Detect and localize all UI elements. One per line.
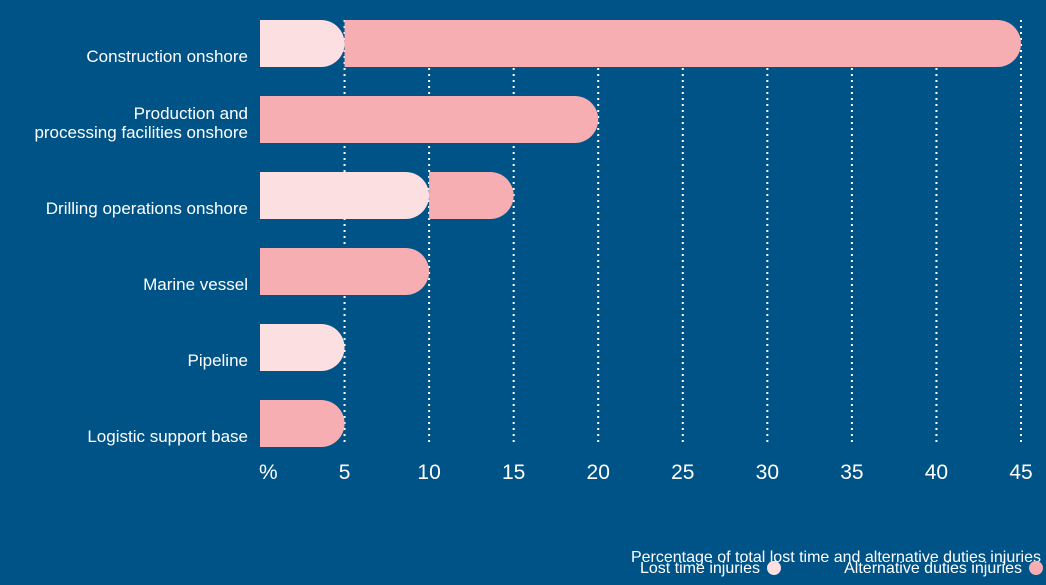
bar-alternative-duties-injuries-marine-vessel [260, 248, 430, 295]
bar-lost-time-injuries-pipeline [260, 324, 345, 371]
x-tick-label: 10 [417, 461, 440, 484]
x-tick-label: 35 [840, 461, 863, 484]
x-axis-title: Percentage of total lost time and altern… [631, 549, 1041, 566]
legend-swatch-alternative-duties [1029, 561, 1043, 575]
category-labels: Construction onshore Production andproces… [34, 47, 248, 446]
x-tick-label: % [259, 461, 278, 484]
x-tick-label: 25 [671, 461, 694, 484]
category-label: processing facilities onshore [34, 123, 248, 142]
gridlines [343, 20, 1022, 442]
category-label: Production and [134, 104, 248, 123]
x-tick-label: 15 [502, 461, 525, 484]
x-tick-label: 20 [587, 461, 610, 484]
category-label: Marine vessel [143, 275, 248, 294]
bar-lost-time-injuries-construction-onshore [260, 20, 345, 67]
legend-label-lost-time: Lost time injuries [640, 560, 760, 577]
category-label: Drilling operations onshore [46, 199, 248, 218]
legend-swatch-lost-time [767, 561, 781, 575]
x-tick-label: 40 [925, 461, 948, 484]
bar-alternative-duties-injuries-drilling-operations-onshore [429, 172, 514, 219]
bar-alternative-duties-injuries-logistic-support-base [260, 400, 345, 447]
category-label: Construction onshore [86, 47, 248, 66]
bar-alternative-duties-injuries-construction-onshore [344, 20, 1021, 67]
x-tick-label: 5 [339, 461, 351, 484]
legend: Lost time injuries Alternative duties in… [640, 560, 1043, 577]
legend-label-alternative-duties: Alternative duties injuries [844, 560, 1022, 577]
x-tick-labels: % 5 10 15 20 25 30 35 40 45 [259, 461, 1033, 484]
bars [260, 20, 1021, 447]
bar-lost-time-injuries-drilling-operations-onshore [260, 172, 430, 219]
category-label: Logistic support base [87, 427, 248, 446]
x-tick-label: 30 [756, 461, 779, 484]
category-label: Pipeline [188, 351, 249, 370]
bar-alternative-duties-injuries-production-and-processing-facilities-onshore [260, 96, 599, 143]
x-tick-label: 45 [1009, 461, 1032, 484]
